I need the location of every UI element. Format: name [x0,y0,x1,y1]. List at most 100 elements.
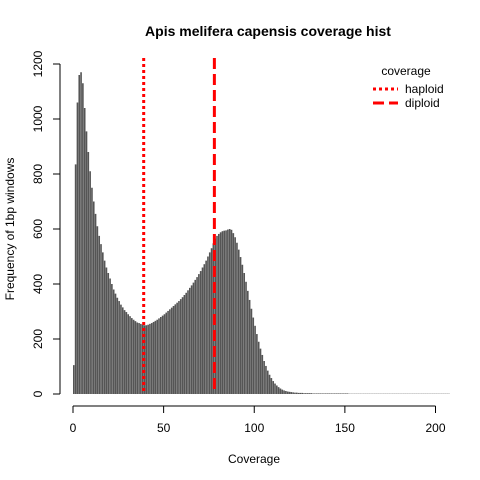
histogram-bar [315,393,318,394]
histogram-bar [343,393,345,394]
histogram-bar [299,392,302,394]
histogram-bar [254,325,256,394]
histogram-bar [285,390,287,394]
histogram-bar [337,393,340,394]
histogram-bar [236,242,238,394]
histogram-bar [74,164,77,395]
y-tick-label: 1200 [31,50,45,77]
histogram-bar [98,235,101,395]
histogram-bar [170,307,173,394]
histogram-bar [230,229,233,394]
histogram-bar [339,393,342,394]
histogram-bar [261,354,264,394]
histogram-bar [292,392,294,394]
histogram-bar [140,323,142,395]
histogram-bar [172,306,175,394]
axes: 0 50 100 150 200 0 200 400 600 800 1000 1200 [31,50,446,435]
histogram-bar [290,392,293,394]
histogram-bar [134,321,137,395]
histogram-bar [176,302,178,394]
histogram-bar [147,324,149,394]
y-tick-label: 1000 [31,105,45,132]
histogram-bar [227,229,229,394]
histogram-bar [83,108,86,394]
histogram-bar [185,292,188,394]
histogram-bar [286,391,289,394]
histogram-bar [114,293,117,395]
histogram-bar [276,385,278,394]
histogram-bar [189,287,191,394]
histogram-bar [183,295,186,394]
histogram-bar [131,318,133,394]
histogram-bar [252,317,255,394]
histogram-bar [116,297,119,394]
histogram-bar [198,274,200,394]
chart-title: Apis melifera capensis coverage hist [145,23,391,39]
histogram-bar [129,316,131,394]
histogram-bar [73,365,75,395]
histogram-bar [149,323,151,395]
histogram-bar [87,152,90,394]
histogram-bar [145,325,148,394]
histogram-bar [111,284,113,394]
histogram-bar [321,393,323,394]
histogram-bar [192,282,195,395]
histogram-bar [199,271,202,394]
histogram-bar [207,256,209,394]
histogram-bar [314,393,316,394]
histogram-bar [201,267,204,394]
histogram-bar [283,390,285,394]
histogram-bar [332,393,334,394]
legend-label-diploid: diploid [405,96,440,110]
histogram-bar [263,361,265,394]
histogram-bar [344,393,347,394]
x-tick-label: 100 [244,421,264,435]
histogram-bar [247,290,249,395]
histogram-bar [310,393,313,394]
histogram-bar [335,393,338,394]
histogram-bar [308,393,311,394]
x-tick-label: 0 [70,421,77,435]
histogram-bar [158,318,160,395]
histogram-bar [219,232,222,394]
histogram-bar [312,393,314,394]
reference-lines [142,58,216,394]
histogram-bar [161,315,164,395]
histogram-bar [125,312,128,394]
histogram-bar [187,290,189,394]
histogram-bar [203,264,206,394]
histogram-bar [225,230,227,395]
histogram-bar [257,341,260,394]
y-tick-label: 400 [31,274,45,294]
histogram-bar [272,381,275,394]
histogram-bar [92,201,95,394]
histogram-bar [152,321,155,394]
histogram-bar [248,299,251,394]
legend-label-haploid: haploid [405,82,444,96]
histogram-bar [324,393,327,394]
histogram-bar [163,314,166,394]
histogram-bar [328,393,331,394]
histogram-bar [216,235,218,395]
histogram-bar [223,230,226,394]
histogram-bar [82,83,84,394]
y-axis-label: Frequency of 1bp windows [3,158,17,301]
histogram-bar [91,187,93,394]
y-tick-label: 0 [31,390,45,397]
histogram-bar [127,314,130,394]
histogram-bar [121,307,124,395]
histogram-bar [306,393,309,394]
histogram-bar [89,171,91,394]
histogram-bar [323,393,325,394]
histogram-bar [118,301,120,394]
histogram-bar [174,304,177,394]
histogram-bar [277,387,280,395]
histogram-bar [102,252,104,395]
histogram-bar [169,309,171,394]
histogram-bar [237,249,240,395]
histogram-bar [103,260,106,395]
histogram-bar [179,299,182,395]
histogram-bar [136,322,139,394]
